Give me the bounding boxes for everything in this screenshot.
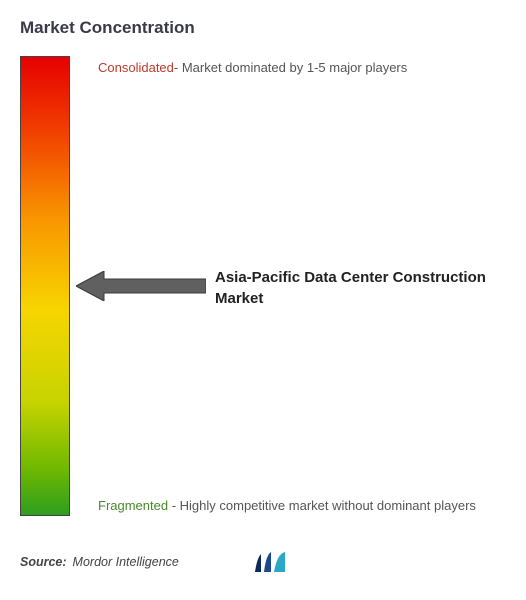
source-value: Mordor Intelligence — [73, 555, 179, 569]
arrow-left-icon — [76, 271, 206, 301]
source-label: Source: — [20, 555, 67, 569]
market-name-label: Asia-Pacific Data Center Construction Ma… — [215, 267, 515, 309]
indicator-arrow — [76, 271, 206, 301]
consolidated-key: Consolidated — [98, 60, 174, 75]
fragmented-desc: - Highly competitive market without domi… — [172, 498, 476, 513]
consolidated-label: Consolidated- Market dominated by 1-5 ma… — [98, 58, 407, 78]
chart-title: Market Concentration — [20, 18, 506, 38]
fragmented-label: Fragmented - Highly competitive market w… — [98, 496, 518, 517]
chart-content: Consolidated- Market dominated by 1-5 ma… — [20, 56, 506, 536]
mordor-logo-icon — [255, 552, 289, 572]
consolidated-desc: - Market dominated by 1-5 major players — [174, 60, 407, 75]
concentration-gradient-bar — [20, 56, 70, 516]
source-footer: Source: Mordor Intelligence — [20, 552, 289, 572]
fragmented-key: Fragmented — [98, 498, 168, 513]
